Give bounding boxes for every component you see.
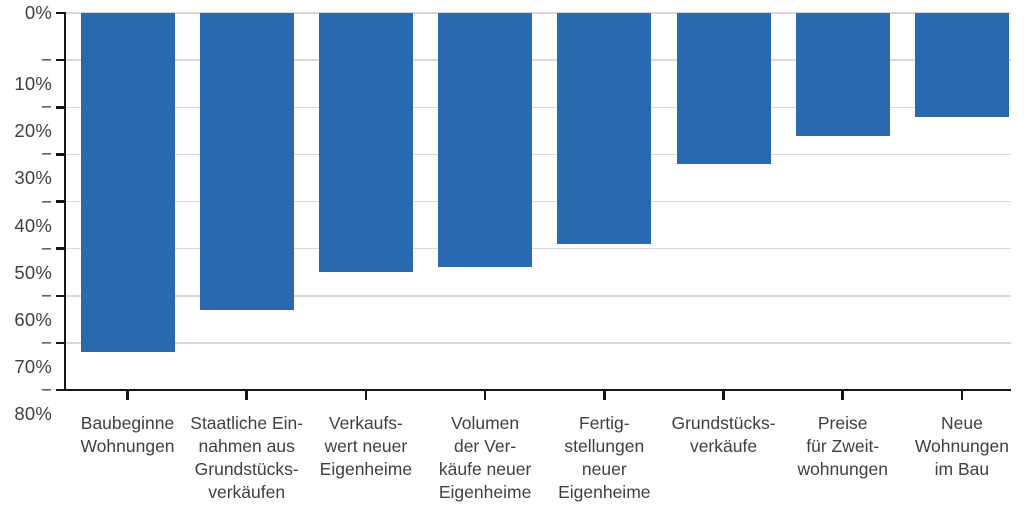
y-tick-label: − 10% bbox=[14, 49, 52, 95]
bar bbox=[438, 13, 533, 268]
x-axis-tick bbox=[364, 391, 368, 400]
y-axis-tick bbox=[56, 11, 64, 15]
bar bbox=[914, 13, 1009, 117]
x-tick-label: Verkaufs- wert neuer Eigenheime bbox=[319, 413, 413, 479]
y-gridline bbox=[66, 200, 1011, 203]
y-axis-tick bbox=[56, 58, 64, 62]
bar bbox=[80, 13, 175, 353]
bar bbox=[318, 13, 413, 273]
bar bbox=[676, 13, 771, 164]
y-gridline bbox=[66, 59, 1011, 61]
bar bbox=[557, 13, 652, 244]
x-axis-line bbox=[63, 388, 1011, 392]
x-axis-tick bbox=[245, 391, 248, 400]
y-gridline bbox=[66, 12, 1011, 14]
x-axis-tick bbox=[722, 391, 725, 400]
x-axis-tick bbox=[483, 391, 487, 400]
y-axis-tick bbox=[56, 153, 64, 156]
y-tick-label: − 70% bbox=[14, 331, 52, 377]
y-tick-label: − 40% bbox=[14, 190, 52, 236]
x-axis-tick bbox=[126, 391, 129, 400]
bar bbox=[795, 13, 890, 136]
x-tick-label: Volumen der Ver- käufe neuer Eigenheime bbox=[438, 413, 532, 502]
x-tick-label: Staatliche Ein- nahmen aus Grundstücks- … bbox=[190, 413, 304, 502]
y-axis-tick bbox=[56, 341, 64, 345]
y-axis-line bbox=[63, 11, 66, 390]
y-tick-label: − 30% bbox=[14, 143, 52, 189]
y-axis-tick bbox=[56, 106, 64, 109]
y-tick-label: − 50% bbox=[14, 237, 52, 283]
x-tick-label: Fertig- stellungen neuer Eigenheime bbox=[558, 413, 651, 502]
y-gridline bbox=[66, 295, 1011, 297]
x-axis-tick bbox=[960, 391, 964, 400]
x-tick-label: Neue Wohnungen im Bau bbox=[914, 413, 1009, 479]
y-gridline bbox=[66, 247, 1011, 250]
y-gridline bbox=[66, 106, 1011, 108]
y-tick-label: − 20% bbox=[14, 96, 52, 142]
y-tick-label: − 80% bbox=[14, 379, 52, 424]
y-axis-tick bbox=[56, 247, 64, 250]
x-tick-label: Baubeginne Wohnungen bbox=[80, 413, 175, 456]
y-gridline bbox=[66, 153, 1011, 156]
x-tick-label: Preise für Zweit- wohnungen bbox=[797, 413, 888, 479]
y-gridline bbox=[66, 342, 1011, 344]
y-axis-tick bbox=[56, 200, 64, 203]
y-tick-label: − 60% bbox=[14, 284, 52, 330]
bar bbox=[199, 13, 294, 310]
y-axis-tick bbox=[56, 388, 64, 392]
y-axis-tick bbox=[56, 294, 64, 297]
y-tick-label: 0% bbox=[24, 2, 52, 23]
x-tick-label: Grundstücks- verkäufe bbox=[671, 413, 776, 456]
x-axis-tick bbox=[841, 391, 844, 400]
x-axis-tick bbox=[603, 391, 606, 400]
